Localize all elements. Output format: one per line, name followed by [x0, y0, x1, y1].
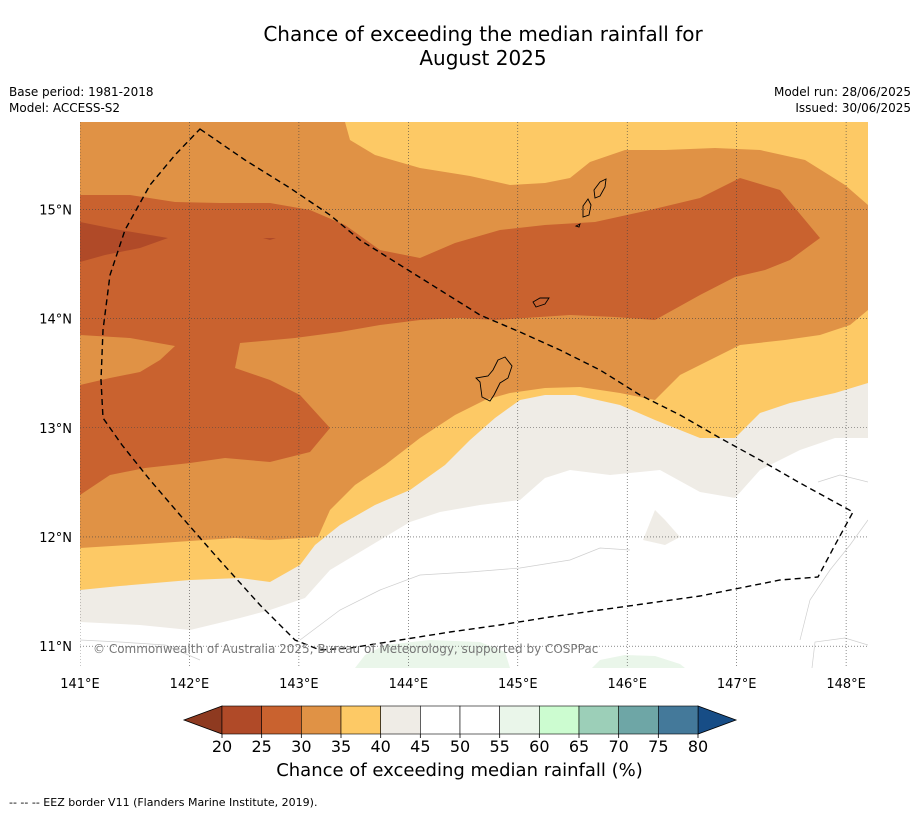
colorbar-segment [340, 705, 381, 735]
graticule [80, 122, 868, 668]
band-20-25-fleck [263, 238, 276, 240]
eez-footnote: -- -- -- EEZ border V11 (Flanders Marine… [9, 796, 318, 809]
island-aguijan [574, 223, 581, 228]
contour-line-3 [817, 474, 868, 483]
colorbar-segment [380, 705, 421, 735]
colorbar-over-arrow [697, 705, 738, 735]
island-tinian [582, 198, 592, 218]
title-line-2: August 2025 [419, 46, 547, 70]
colorbar-segment [658, 705, 699, 735]
colorbar-label: Chance of exceeding median rainfall (%) [276, 760, 643, 781]
longitude-tick-label: 142°E [170, 677, 210, 692]
islands [475, 178, 607, 402]
colorbar: 20 25 30 35 40 45 50 55 60 65 70 75 80 [182, 705, 738, 756]
colorbar-segment [539, 705, 580, 735]
latitude-tick-label: 14°N [39, 313, 72, 328]
contour-line-5 [80, 639, 201, 661]
band-55-60-a [355, 640, 510, 668]
band-30-35-inlay [80, 335, 175, 385]
colorbar-segment [618, 705, 659, 735]
colorbar-tick-label: 60 [529, 737, 549, 756]
latitude-labels: 15°N 14°N 13°N 12°N 11°N [39, 203, 72, 655]
longitude-tick-label: 144°E [389, 677, 429, 692]
colorbar-tick-label: 30 [291, 737, 311, 756]
right-metadata: Model run: 28/06/2025 Issued: 30/06/2025 [774, 84, 911, 116]
base-period: Base period: 1981-2018 [9, 85, 154, 99]
contour-line-4 [811, 637, 868, 668]
band-40-45-patch [643, 510, 680, 545]
colorbar-tick-label: 75 [648, 737, 668, 756]
contour-line-1 [299, 547, 631, 641]
left-metadata: Base period: 1981-2018 Model: ACCESS-S2 [9, 84, 154, 116]
island-guam [475, 356, 513, 402]
band-55-60-b [592, 655, 685, 668]
longitude-labels: 141°E 142°E 143°E 144°E 145°E 146°E 147°E 148°E [60, 677, 866, 692]
issued-date: Issued: 30/06/2025 [795, 101, 911, 115]
colorbar-tick-label: 50 [450, 737, 470, 756]
longitude-tick-label: 146°E [607, 677, 647, 692]
eez-border [100, 128, 854, 651]
colorbar-segment [261, 705, 302, 735]
colorbar-tick-label: 40 [370, 737, 390, 756]
map-title: Chance of exceeding the median rainfall … [0, 22, 919, 70]
island-saipan [593, 178, 607, 199]
colorbar-tick-label: 70 [608, 737, 628, 756]
colorbar-tick-label: 35 [331, 737, 351, 756]
colorbar-segment [420, 705, 461, 735]
colorbar-segment [301, 705, 342, 735]
title-line-1: Chance of exceeding the median rainfall … [263, 22, 703, 46]
contour-line-2 [799, 519, 868, 641]
colorbar-segment [578, 705, 619, 735]
latitude-tick-label: 13°N [39, 422, 72, 437]
colorbar-tick-label: 80 [688, 737, 708, 756]
colorbar-tick-label: 20 [212, 737, 232, 756]
band-25-30 [80, 178, 820, 495]
longitude-tick-label: 147°E [717, 677, 757, 692]
band-20-25 [80, 222, 168, 262]
probability-field: © Commonwealth of Australia 2025, Bureau… [80, 122, 868, 668]
colorbar-segment [499, 705, 540, 735]
latitude-tick-label: 15°N [39, 203, 72, 218]
latitude-tick-label: 11°N [39, 640, 72, 655]
latitude-tick-label: 12°N [39, 531, 72, 546]
longitude-tick-label: 143°E [279, 677, 319, 692]
longitude-tick-label: 141°E [60, 677, 100, 692]
longitude-tick-label: 148°E [826, 677, 866, 692]
colorbar-segment [459, 705, 500, 735]
island-rota [532, 297, 550, 308]
band-35-40-north [345, 122, 868, 205]
model-name: Model: ACCESS-S2 [9, 101, 121, 115]
model-run: Model run: 28/06/2025 [773, 85, 911, 99]
colorbar-under-arrow [182, 705, 223, 735]
colorbar-tick-label: 25 [251, 737, 271, 756]
colorbar-segment [221, 705, 262, 735]
longitude-tick-label: 145°E [498, 677, 538, 692]
colorbar-tick-label: 65 [569, 737, 589, 756]
colorbar-tick-label: 45 [410, 737, 430, 756]
copyright-notice: © Commonwealth of Australia 2025, Bureau… [93, 642, 598, 656]
colorbar-tick-label: 55 [489, 737, 509, 756]
